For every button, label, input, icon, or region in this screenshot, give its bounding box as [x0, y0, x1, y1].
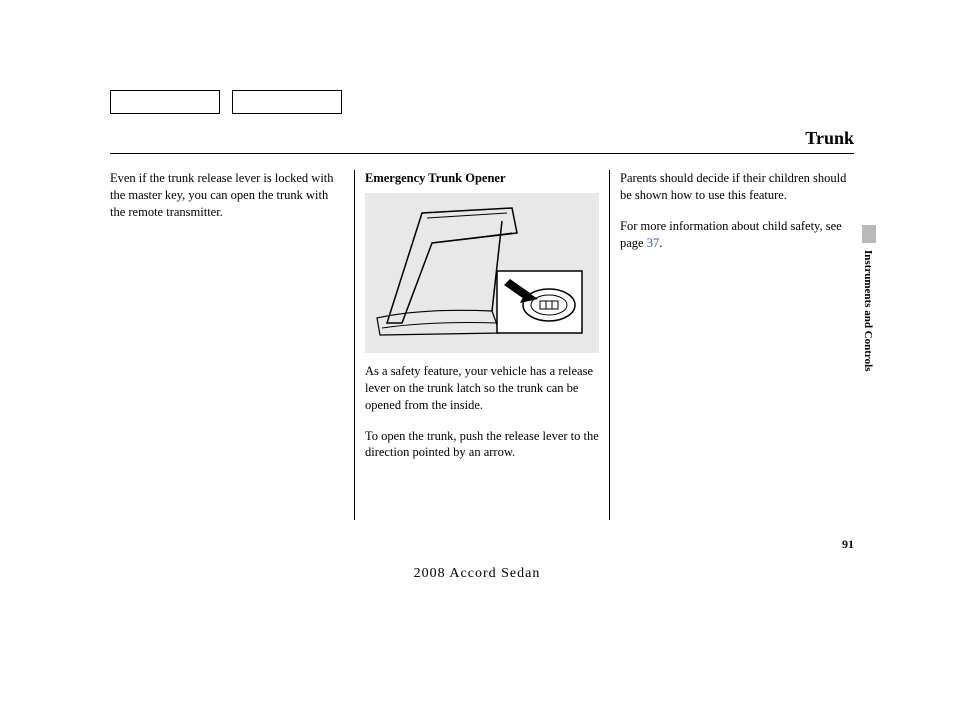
trunk-opener-illustration [365, 193, 599, 353]
index-box-2 [232, 90, 342, 114]
col3-p2-post: . [659, 236, 662, 250]
page-ref-link[interactable]: 37 [647, 236, 660, 250]
section-tab-marker [862, 225, 876, 243]
column-1: Even if the trunk release lever is locke… [110, 170, 354, 520]
manual-page: Trunk Even if the trunk release lever is… [0, 0, 954, 710]
col1-para1: Even if the trunk release lever is locke… [110, 170, 344, 221]
footer-model: 2008 Accord Sedan [0, 566, 954, 582]
top-index-boxes [110, 90, 342, 114]
page-title-row: Trunk [110, 128, 854, 154]
column-3: Parents should decide if their children … [610, 170, 854, 520]
col3-para1: Parents should decide if their children … [620, 170, 854, 204]
page-title: Trunk [805, 128, 854, 148]
col2-para1: As a safety feature, your vehicle has a … [365, 363, 599, 414]
col2-heading: Emergency Trunk Opener [365, 170, 599, 187]
section-side-label: Instruments and Controls [862, 250, 874, 371]
index-box-1 [110, 90, 220, 114]
col3-para2: For more information about child safety,… [620, 218, 854, 252]
col2-para2: To open the trunk, push the release leve… [365, 428, 599, 462]
column-2: Emergency Trunk Opener [355, 170, 609, 520]
page-number: 91 [842, 537, 854, 552]
content-columns: Even if the trunk release lever is locke… [110, 170, 854, 520]
